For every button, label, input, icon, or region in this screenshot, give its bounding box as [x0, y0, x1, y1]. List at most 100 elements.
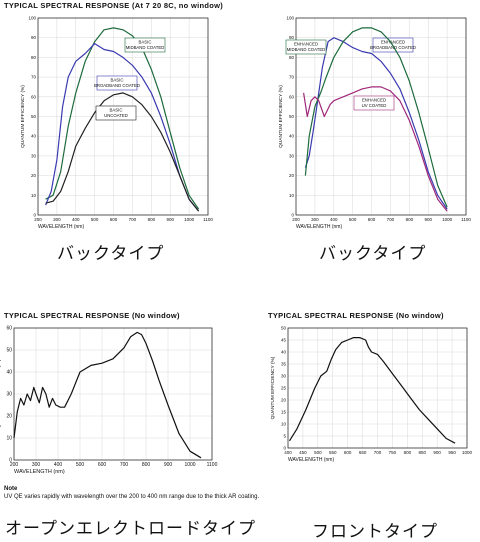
y-tick-label: 70 — [31, 75, 37, 80]
x-tick-label: 900 — [433, 450, 441, 455]
x-tick-label: 1000 — [462, 450, 473, 455]
y-tick-label: 70 — [289, 75, 295, 80]
chart4-heading: TYPICAL SPECTRAL RESPONSE (No window) — [268, 311, 444, 320]
x-tick-label: 950 — [448, 450, 456, 455]
x-tick-label: 900 — [166, 217, 174, 222]
x-axis-label: WAVELENGTH (nm) — [14, 469, 65, 475]
x-tick-label: 750 — [389, 450, 397, 455]
y-tick-label: 20 — [281, 398, 287, 403]
x-tick-label: 650 — [359, 450, 367, 455]
x-tick-label: 200 — [292, 217, 300, 222]
x-tick-label: 900 — [424, 217, 432, 222]
x-tick-label: 500 — [91, 217, 99, 222]
y-tick-label: 50 — [31, 114, 37, 119]
y-tick-label: 40 — [289, 134, 295, 139]
x-tick-label: 600 — [368, 217, 376, 222]
y-tick-label: 5 — [283, 434, 286, 439]
x-tick-label: 800 — [148, 217, 156, 222]
x-tick-label: 900 — [164, 462, 173, 468]
x-tick-label: 550 — [329, 450, 337, 455]
y-tick-label: 100 — [286, 16, 294, 21]
y-tick-label: 45 — [281, 338, 287, 343]
x-tick-label: 300 — [32, 462, 41, 468]
y-tick-label: 60 — [6, 326, 12, 332]
y-tick-label: 40 — [6, 370, 12, 376]
x-tick-label: 700 — [129, 217, 137, 222]
x-tick-label: 300 — [311, 217, 319, 222]
x-tick-label: 1000 — [184, 217, 195, 222]
y-tick-label: 100 — [28, 16, 36, 21]
x-axis-label: WAVELENGTH (nm) — [288, 457, 334, 463]
x-axis-label: WAVELENGTH (nm) — [38, 224, 84, 230]
y-tick-label: 40 — [31, 134, 37, 139]
y-axis-label: QUANTUM EFFICIENCY (%) — [0, 359, 2, 429]
x-tick-label: 600 — [98, 462, 107, 468]
y-tick-label: 0 — [9, 458, 12, 464]
caption-back-type-right: バックタイプ — [319, 239, 426, 264]
x-tick-label: 400 — [284, 450, 292, 455]
x-tick-label: 600 — [344, 450, 352, 455]
y-axis-label: QUANTUM EFFICIENCY (%) — [278, 85, 284, 148]
x-tick-label: 400 — [330, 217, 338, 222]
x-tick-label: 850 — [418, 450, 426, 455]
y-tick-label: 30 — [289, 153, 295, 158]
x-tick-label: 1100 — [207, 462, 218, 468]
x-tick-label: 500 — [314, 450, 322, 455]
y-tick-label: 20 — [289, 173, 295, 178]
x-tick-label: 450 — [299, 450, 307, 455]
y-tick-label: 25 — [281, 386, 287, 391]
y-tick-label: 50 — [281, 326, 287, 331]
chart3-heading: TYPICAL SPECTRAL RESPONSE (No window) — [4, 311, 180, 320]
y-tick-label: 10 — [289, 193, 295, 198]
y-tick-label: 80 — [289, 55, 295, 60]
series-line-enhanced-midband-coated — [305, 28, 447, 207]
y-tick-label: 20 — [6, 414, 12, 420]
x-tick-label: 700 — [120, 462, 129, 468]
y-tick-label: 30 — [281, 374, 287, 379]
y-tick-label: 10 — [31, 193, 37, 198]
x-tick-label: 600 — [110, 217, 118, 222]
y-tick-label: 30 — [6, 392, 12, 398]
y-tick-label: 20 — [31, 173, 37, 178]
x-tick-label: 1000 — [442, 217, 453, 222]
x-tick-label: 500 — [349, 217, 357, 222]
y-tick-label: 35 — [281, 362, 287, 367]
y-tick-label: 10 — [6, 436, 12, 442]
x-tick-label: 700 — [374, 450, 382, 455]
caption-back-type-left: バックタイプ — [57, 239, 164, 264]
y-tick-label: 80 — [31, 55, 37, 60]
caption-open-electrode-type: オープンエレクトロードタイプ — [5, 514, 256, 539]
y-tick-label: 90 — [31, 35, 37, 40]
x-tick-label: 200 — [34, 217, 42, 222]
y-tick-label: 90 — [289, 35, 295, 40]
x-tick-label: 400 — [72, 217, 80, 222]
x-axis-label: WAVELENGTH (nm) — [296, 224, 342, 230]
y-tick-label: 50 — [289, 114, 295, 119]
x-tick-label: 800 — [142, 462, 151, 468]
x-tick-label: 400 — [54, 462, 63, 468]
y-tick-label: 15 — [281, 410, 287, 415]
series-line-curve — [14, 332, 201, 457]
x-tick-label: 800 — [404, 450, 412, 455]
chart1-heading: TYPICAL SPECTRAL RESPONSE (At 7 20 8C, n… — [4, 1, 223, 10]
x-tick-label: 1000 — [184, 462, 195, 468]
y-axis-label: QUANTUM EFFICIENCY (%) — [270, 356, 276, 419]
y-axis-label: QUANTUM EFFICIENCY (%) — [20, 85, 26, 148]
caption-front-type: フロントタイプ — [312, 517, 438, 542]
x-tick-label: 500 — [76, 462, 85, 468]
series-line-enhanced-broadband-coated — [305, 38, 447, 209]
x-tick-label: 300 — [53, 217, 61, 222]
x-tick-label: 1100 — [203, 217, 213, 222]
x-tick-label: 1100 — [461, 217, 471, 222]
y-tick-label: 30 — [31, 153, 37, 158]
x-tick-label: 700 — [387, 217, 395, 222]
y-tick-label: 60 — [289, 94, 295, 99]
note-title: Note — [4, 486, 17, 492]
note-text: UV QE varies rapidly with wavelength ove… — [4, 494, 259, 500]
y-tick-label: 10 — [281, 422, 287, 427]
